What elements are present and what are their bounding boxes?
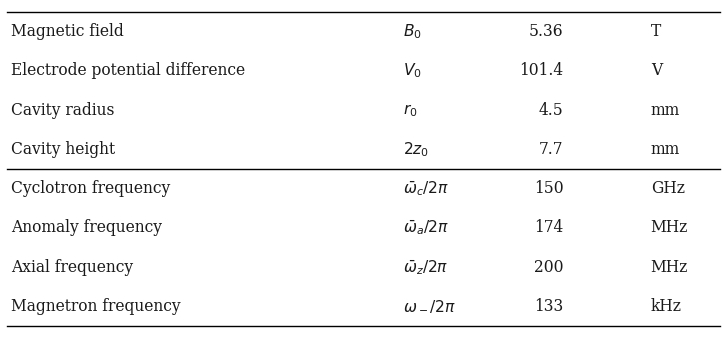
Text: Cavity radius: Cavity radius bbox=[11, 101, 114, 119]
Text: $\bar{\omega}_c/2\pi$: $\bar{\omega}_c/2\pi$ bbox=[403, 179, 449, 198]
Text: GHz: GHz bbox=[651, 180, 685, 197]
Text: $2z_0$: $2z_0$ bbox=[403, 140, 430, 159]
Text: Cavity height: Cavity height bbox=[11, 141, 115, 158]
Text: MHz: MHz bbox=[651, 259, 688, 276]
Text: V: V bbox=[651, 62, 662, 79]
Text: Anomaly frequency: Anomaly frequency bbox=[11, 219, 162, 237]
Text: 150: 150 bbox=[534, 180, 563, 197]
Text: MHz: MHz bbox=[651, 219, 688, 237]
Text: Magnetron frequency: Magnetron frequency bbox=[11, 298, 180, 315]
Text: T: T bbox=[651, 23, 661, 40]
Text: 4.5: 4.5 bbox=[539, 101, 563, 119]
Text: 133: 133 bbox=[534, 298, 563, 315]
Text: mm: mm bbox=[651, 101, 680, 119]
Text: kHz: kHz bbox=[651, 298, 682, 315]
Text: Cyclotron frequency: Cyclotron frequency bbox=[11, 180, 170, 197]
Text: Axial frequency: Axial frequency bbox=[11, 259, 133, 276]
Text: $\bar{\omega}_a/2\pi$: $\bar{\omega}_a/2\pi$ bbox=[403, 218, 450, 237]
Text: $r_0$: $r_0$ bbox=[403, 101, 418, 119]
Text: $B_0$: $B_0$ bbox=[403, 22, 422, 41]
Text: mm: mm bbox=[651, 141, 680, 158]
Text: $\omega_-/2\pi$: $\omega_-/2\pi$ bbox=[403, 298, 457, 315]
Text: Electrode potential difference: Electrode potential difference bbox=[11, 62, 245, 79]
Text: Magnetic field: Magnetic field bbox=[11, 23, 124, 40]
Text: 5.36: 5.36 bbox=[529, 23, 563, 40]
Text: 200: 200 bbox=[534, 259, 563, 276]
Text: 101.4: 101.4 bbox=[519, 62, 563, 79]
Text: $V_0$: $V_0$ bbox=[403, 62, 422, 80]
Text: 7.7: 7.7 bbox=[539, 141, 563, 158]
Text: 174: 174 bbox=[534, 219, 563, 237]
Text: $\bar{\omega}_z/2\pi$: $\bar{\omega}_z/2\pi$ bbox=[403, 258, 449, 277]
